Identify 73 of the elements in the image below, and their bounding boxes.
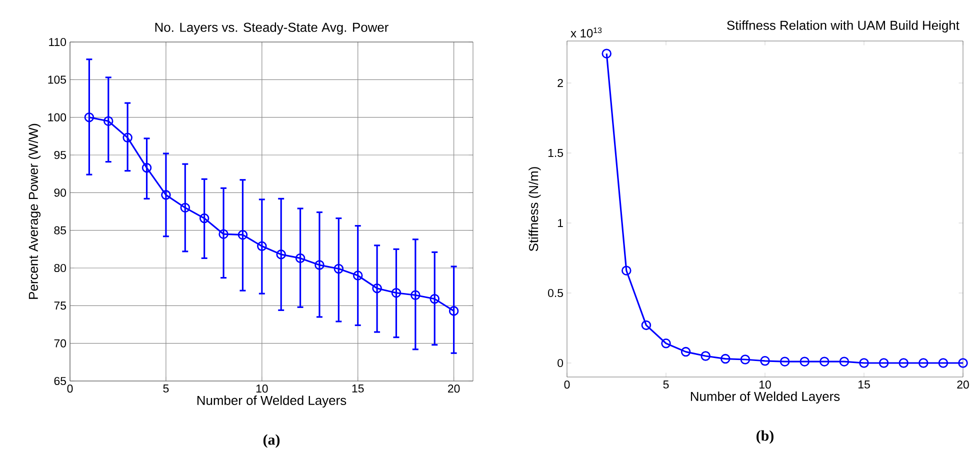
x-tick-label: 10 <box>256 384 268 393</box>
point <box>430 294 440 304</box>
y-tick-label: 85 <box>54 226 66 234</box>
point <box>938 358 948 368</box>
point <box>740 354 750 364</box>
point <box>622 266 632 276</box>
point <box>820 356 830 366</box>
point <box>161 190 171 200</box>
point <box>314 260 324 270</box>
point <box>700 351 710 361</box>
point <box>104 116 114 126</box>
y-tick-label: 0 <box>558 358 564 368</box>
point <box>720 354 730 364</box>
x-tick-label: 15 <box>352 384 364 393</box>
y-tick-label: 1.5 <box>548 149 564 157</box>
x-tick-label: 5 <box>163 384 169 393</box>
point <box>276 250 286 260</box>
x-tick-label: 10 <box>760 380 771 389</box>
y-tick-label: 105 <box>48 76 66 84</box>
y-axis-title: Stiffness (N/m) <box>528 167 541 252</box>
point <box>142 162 152 173</box>
y-tick-label: 70 <box>54 339 66 348</box>
x-tick-label: 0 <box>67 384 73 393</box>
point <box>859 358 869 368</box>
point <box>918 358 928 368</box>
point <box>410 290 420 300</box>
point <box>641 320 652 330</box>
y-tick-label: 110 <box>49 38 66 46</box>
point <box>661 338 671 348</box>
text: (a) <box>263 434 280 448</box>
point <box>391 288 402 298</box>
x-tick-label: 0 <box>564 380 570 389</box>
point <box>839 356 850 366</box>
point <box>878 358 889 368</box>
y-tick-label: 90 <box>54 188 66 197</box>
point <box>257 241 267 252</box>
point <box>372 283 382 294</box>
y-tick-label: 1 <box>558 219 563 227</box>
point <box>218 229 228 239</box>
y-tick-label: 95 <box>54 150 66 160</box>
point <box>84 112 94 122</box>
point <box>352 270 363 280</box>
y-tick-label: 0.5 <box>548 288 564 298</box>
text: (b) <box>756 430 774 444</box>
x-tick-label: 15 <box>858 380 870 389</box>
point <box>800 356 810 366</box>
point <box>295 253 306 264</box>
point <box>680 346 691 357</box>
x-axis-title: Number of Welded Layers <box>690 391 840 404</box>
y-axis-title: Percent Average Power (W/W) <box>28 124 41 299</box>
point <box>602 48 612 58</box>
point <box>238 230 248 240</box>
x-tick-label: 20 <box>448 384 460 393</box>
point <box>334 264 344 274</box>
point <box>958 358 968 368</box>
text: x 10$^{13}$ <box>570 27 602 38</box>
point <box>448 306 459 316</box>
point <box>122 132 132 143</box>
x-tick-label: 5 <box>663 380 669 389</box>
point <box>180 202 190 213</box>
point <box>780 356 790 366</box>
x-axis-title: Number of Welded Layers <box>197 395 346 408</box>
y-tick-label: 100 <box>48 113 66 122</box>
y-tick-label: 80 <box>54 264 66 272</box>
point <box>199 213 210 224</box>
x-tick-label: 20 <box>957 380 969 389</box>
point <box>898 358 908 368</box>
chart-title: No. Layers vs. Steady-State Avg. Power <box>155 22 388 34</box>
y-tick-label: 65 <box>54 376 66 386</box>
point <box>760 356 770 366</box>
chart-title: Stiffness Relation with UAM Build Height <box>727 20 960 32</box>
y-tick-label: 75 <box>54 302 66 310</box>
y-tick-label: 2 <box>558 79 563 87</box>
